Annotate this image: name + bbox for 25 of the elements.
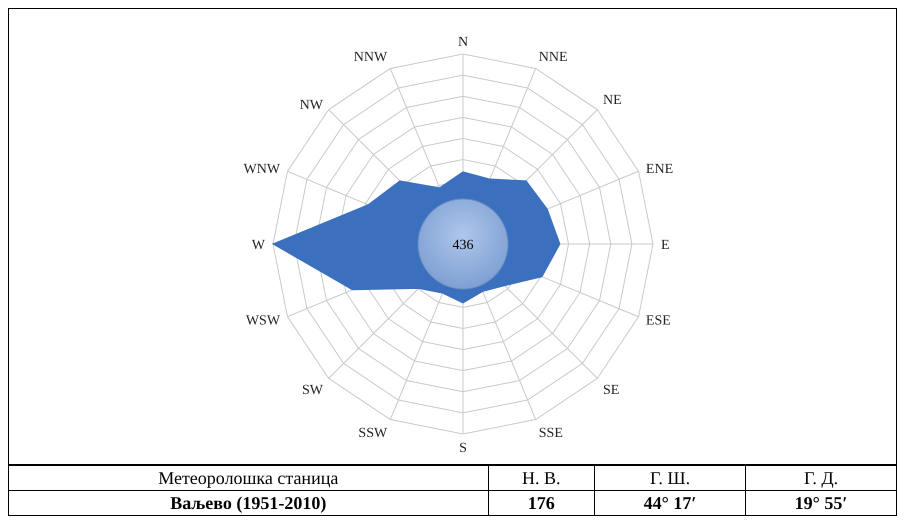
- spoke-label: E: [661, 238, 670, 253]
- spoke-label: W: [252, 238, 266, 253]
- text: Ваљево (1951-2010): [8, 490, 488, 516]
- spoke-label: SE: [603, 382, 620, 398]
- spoke-label: NNE: [538, 50, 568, 66]
- spoke-label: NW: [300, 98, 324, 113]
- spoke-label: WSW: [246, 314, 281, 329]
- spoke-label: SSE: [538, 426, 563, 441]
- spoke-label: SSW: [358, 426, 388, 441]
- spoke-label: ENE: [646, 162, 674, 178]
- text: 44° 17′: [594, 490, 746, 516]
- text: Г. Ш.: [594, 466, 746, 490]
- text: Н. В.: [488, 466, 595, 490]
- spoke-label: WNW: [244, 162, 281, 178]
- spoke-label: NNW: [354, 50, 388, 66]
- spoke-label: NE: [603, 92, 622, 108]
- spoke-label: SW: [302, 382, 324, 398]
- text: Г. Д.: [746, 466, 896, 490]
- text: 19° 55′: [746, 490, 896, 516]
- text: Метеоролошка станица: [8, 466, 488, 490]
- spoke-label: S: [459, 440, 467, 456]
- spoke-label: ESE: [646, 314, 671, 329]
- text: 176: [488, 490, 595, 516]
- text: 436: [452, 238, 474, 253]
- spoke-label: N: [458, 35, 468, 50]
